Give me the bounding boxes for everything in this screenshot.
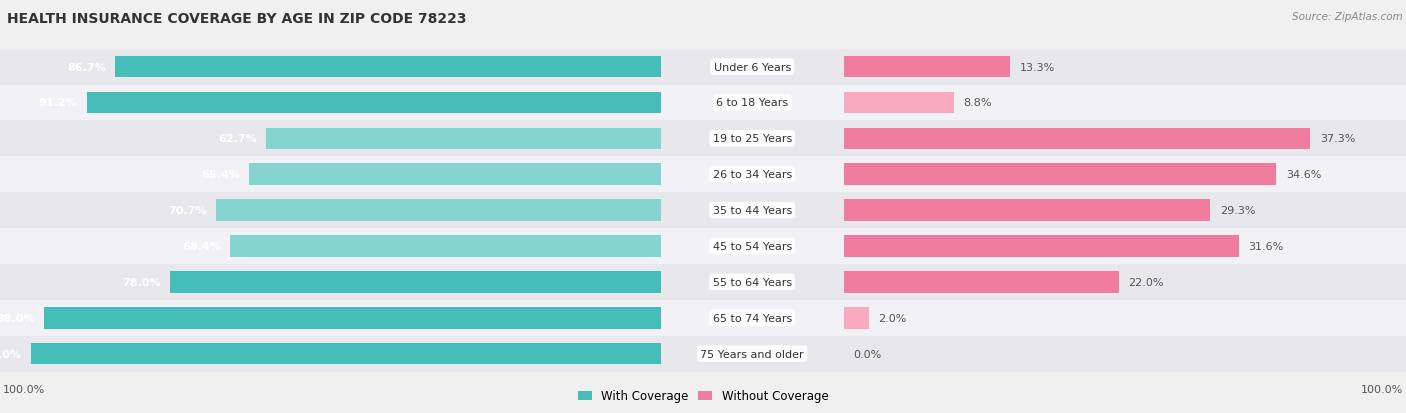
Bar — [0, 264, 661, 300]
Bar — [844, 157, 1406, 193]
Bar — [661, 336, 844, 372]
Text: 19 to 25 Years: 19 to 25 Years — [713, 134, 792, 144]
Text: 6 to 18 Years: 6 to 18 Years — [716, 98, 789, 108]
Text: 37.3%: 37.3% — [1320, 134, 1355, 144]
Bar — [844, 271, 1119, 293]
Bar — [844, 164, 1277, 185]
Text: 98.0%: 98.0% — [0, 313, 35, 323]
Bar — [661, 228, 844, 264]
Text: 29.3%: 29.3% — [1220, 206, 1256, 216]
Bar — [844, 85, 1406, 121]
Bar — [661, 157, 844, 193]
Bar — [844, 93, 953, 114]
Legend: With Coverage, Without Coverage: With Coverage, Without Coverage — [572, 385, 834, 407]
Bar — [31, 343, 661, 365]
Text: Under 6 Years: Under 6 Years — [714, 62, 790, 72]
Bar — [661, 85, 844, 121]
Bar — [661, 50, 844, 85]
Text: 100.0%: 100.0% — [3, 384, 45, 394]
Text: 0.0%: 0.0% — [853, 349, 882, 359]
Text: 65.4%: 65.4% — [201, 170, 240, 180]
Bar — [170, 271, 661, 293]
Bar — [844, 307, 869, 329]
Text: 35 to 44 Years: 35 to 44 Years — [713, 206, 792, 216]
Bar — [844, 228, 1406, 264]
Text: 8.8%: 8.8% — [963, 98, 993, 108]
Text: 75 Years and older: 75 Years and older — [700, 349, 804, 359]
Bar — [844, 200, 1209, 221]
Text: 26 to 34 Years: 26 to 34 Years — [713, 170, 792, 180]
Bar — [0, 157, 661, 193]
Bar — [0, 300, 661, 336]
Text: HEALTH INSURANCE COVERAGE BY AGE IN ZIP CODE 78223: HEALTH INSURANCE COVERAGE BY AGE IN ZIP … — [7, 12, 467, 26]
Bar — [844, 193, 1406, 228]
Bar — [0, 193, 661, 228]
Text: 22.0%: 22.0% — [1129, 277, 1164, 287]
Text: 13.3%: 13.3% — [1019, 62, 1054, 72]
Bar — [844, 300, 1406, 336]
Text: 68.4%: 68.4% — [181, 242, 221, 252]
Bar — [844, 50, 1406, 85]
Bar — [231, 236, 661, 257]
Bar — [44, 307, 661, 329]
Bar — [844, 128, 1310, 150]
Bar — [844, 57, 1010, 78]
Text: 65 to 74 Years: 65 to 74 Years — [713, 313, 792, 323]
Bar — [844, 121, 1406, 157]
Bar — [0, 121, 661, 157]
Text: 86.7%: 86.7% — [67, 62, 105, 72]
Bar — [249, 164, 661, 185]
Bar — [661, 300, 844, 336]
Text: 70.7%: 70.7% — [167, 206, 207, 216]
Text: 45 to 54 Years: 45 to 54 Years — [713, 242, 792, 252]
Text: 100.0%: 100.0% — [1361, 384, 1403, 394]
Text: 2.0%: 2.0% — [879, 313, 907, 323]
Bar — [844, 236, 1239, 257]
Text: 100.0%: 100.0% — [0, 349, 22, 359]
Bar — [661, 264, 844, 300]
Bar — [115, 57, 661, 78]
Bar — [0, 50, 661, 85]
Text: 62.7%: 62.7% — [218, 134, 257, 144]
Bar — [0, 336, 661, 372]
Text: Source: ZipAtlas.com: Source: ZipAtlas.com — [1292, 12, 1403, 22]
Bar — [0, 85, 661, 121]
Bar — [217, 200, 661, 221]
Text: 34.6%: 34.6% — [1286, 170, 1322, 180]
Bar — [0, 228, 661, 264]
Text: 55 to 64 Years: 55 to 64 Years — [713, 277, 792, 287]
Text: 91.2%: 91.2% — [38, 98, 77, 108]
Text: 31.6%: 31.6% — [1249, 242, 1284, 252]
Bar — [266, 128, 661, 150]
Bar — [661, 193, 844, 228]
Bar — [661, 121, 844, 157]
Text: 78.0%: 78.0% — [122, 277, 160, 287]
Bar — [844, 336, 1406, 372]
Bar — [844, 264, 1406, 300]
Bar — [87, 93, 661, 114]
